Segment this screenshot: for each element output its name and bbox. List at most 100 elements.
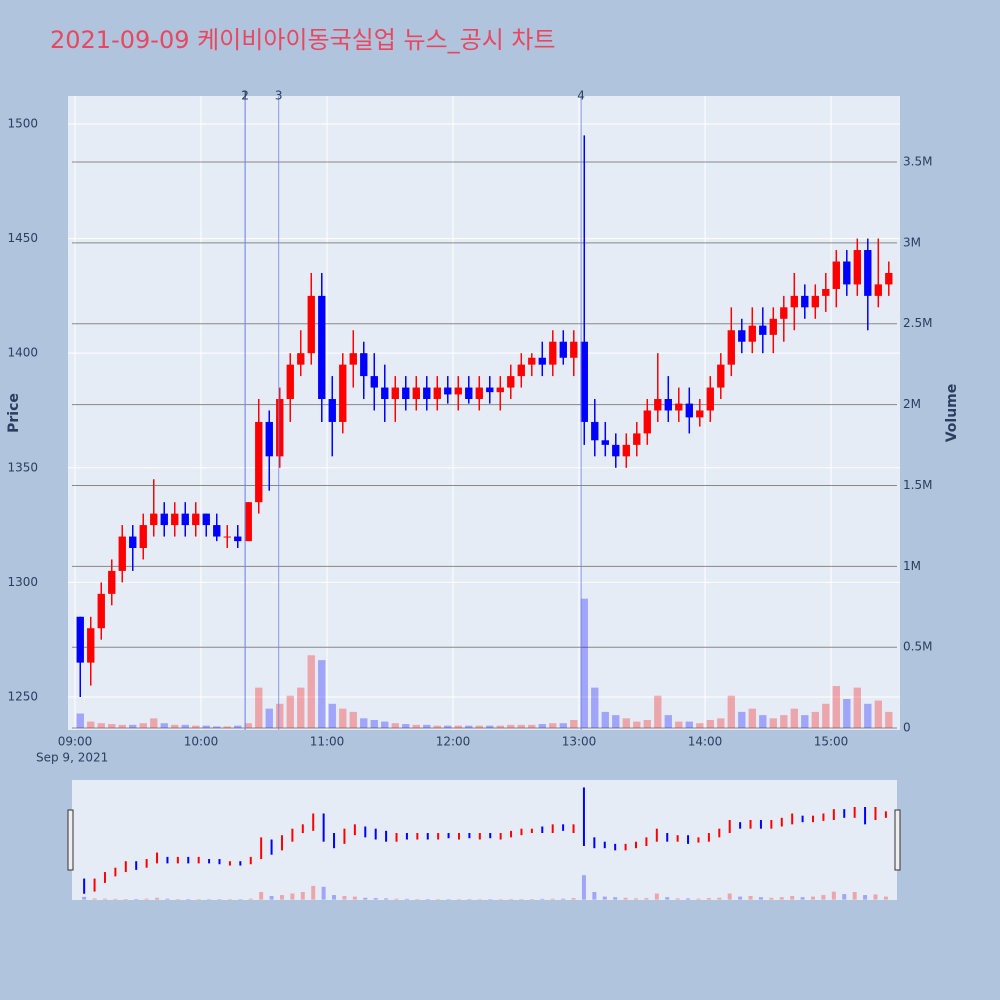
candle-body: [475, 387, 483, 400]
mini-volume-bar: [123, 899, 128, 900]
chart-title: 2021-09-09 케이비아이동국실업 뉴스_공시 차트: [50, 26, 556, 54]
volume-bar: [696, 723, 704, 729]
candle-body: [486, 387, 494, 393]
volume-bar: [654, 695, 662, 729]
y2-tick-label: 3.5M: [903, 154, 932, 168]
volume-bar: [108, 724, 116, 729]
volume-bar: [580, 598, 588, 729]
volume-bar: [150, 718, 158, 729]
candle-body: [528, 357, 536, 365]
candle-body: [706, 387, 714, 411]
candle-body: [255, 421, 263, 503]
range-handle[interactable]: [894, 809, 901, 871]
mini-volume-bar: [415, 899, 420, 900]
x-date-label: Sep 9, 2021: [36, 751, 108, 765]
candle-body: [843, 261, 851, 285]
volume-bar: [234, 725, 242, 729]
volume-bar: [160, 723, 168, 729]
mini-volume-bar: [238, 899, 243, 900]
range-handle[interactable]: [67, 809, 74, 871]
volume-bar: [402, 724, 410, 729]
mini-volume-bar: [863, 895, 868, 900]
volume-bar: [475, 725, 483, 729]
volume-bar: [717, 718, 725, 729]
x-tick-label: 13:00: [562, 735, 597, 749]
mini-volume-bar: [332, 895, 337, 900]
volume-bar: [318, 660, 326, 729]
x-tick-label: 14:00: [688, 735, 723, 749]
volume-bar: [528, 724, 536, 729]
mini-volume-bar: [290, 893, 295, 900]
volume-bar: [738, 711, 746, 729]
x-tick-label: 11:00: [310, 735, 345, 749]
volume-bar: [885, 711, 893, 729]
volume-bar: [171, 724, 179, 729]
mini-volume-bar: [144, 898, 149, 900]
mini-volume-bar: [831, 891, 836, 900]
mini-volume-bar: [196, 899, 201, 900]
volume-bar: [633, 721, 641, 729]
mini-volume-bar: [842, 894, 847, 900]
candle-body: [87, 628, 95, 663]
volume-bar: [622, 718, 630, 729]
candle-body: [108, 570, 116, 594]
volume-bar: [307, 655, 315, 729]
candle-body: [759, 325, 767, 335]
x-tick-label: 09:00: [58, 735, 93, 749]
candle-body: [874, 284, 882, 296]
candle-body: [213, 525, 221, 537]
volume-bar: [97, 723, 105, 729]
candle-body: [822, 288, 830, 296]
mini-volume-bar: [696, 898, 701, 900]
candle-body: [286, 364, 294, 400]
mini-volume-bar: [102, 898, 107, 900]
volume-bar: [454, 725, 462, 729]
mini-volume-bar: [394, 898, 399, 900]
volume-bar: [433, 725, 441, 729]
candle-body: [118, 536, 126, 571]
y2-tick-label: 1M: [903, 559, 921, 573]
y2-tick-label: 0.5M: [903, 640, 932, 654]
volume-bar: [507, 724, 515, 729]
mini-volume-bar: [738, 896, 743, 900]
volume-bar: [328, 703, 336, 729]
candle-body: [192, 513, 200, 526]
mini-volume-bar: [571, 898, 576, 900]
y-tick-label: 1300: [7, 575, 38, 589]
volume-bar: [759, 715, 767, 729]
volume-bar: [276, 703, 284, 729]
mini-volume-bar: [352, 896, 357, 900]
mini-volume-bar: [644, 898, 649, 900]
volume-bar: [444, 725, 452, 729]
candle-body: [97, 593, 105, 629]
mini-volume-bar: [665, 897, 670, 900]
candle-body: [664, 399, 672, 411]
volume-bar: [223, 726, 231, 729]
plot-area: [68, 96, 900, 730]
mini-volume-bar: [279, 895, 284, 900]
candle-body: [349, 353, 357, 365]
candle-body: [328, 399, 336, 422]
mini-volume-bar: [269, 895, 274, 900]
y2-tick-label: 1.5M: [903, 478, 932, 492]
mini-volume-bar: [82, 896, 87, 900]
y-axis-title: Price: [6, 393, 22, 433]
mini-volume-bar: [467, 899, 472, 900]
y2-tick-label: 0: [903, 721, 911, 735]
candle-body: [234, 536, 242, 542]
candle-body: [517, 364, 525, 377]
mini-volume-bar: [550, 898, 555, 900]
y-tick-label: 1500: [7, 116, 38, 130]
mini-volume-bar: [633, 898, 638, 900]
mini-volume-bar: [529, 899, 534, 900]
mini-volume-bar: [217, 899, 222, 900]
volume-bar: [360, 718, 368, 729]
mini-volume-bar: [373, 898, 378, 900]
volume-bar: [612, 715, 620, 729]
candle-body: [570, 341, 578, 358]
volume-bar: [748, 708, 756, 729]
candle-body: [381, 387, 389, 400]
candle-body: [150, 513, 158, 526]
volume-bar: [349, 711, 357, 729]
volume-bar: [87, 721, 95, 729]
